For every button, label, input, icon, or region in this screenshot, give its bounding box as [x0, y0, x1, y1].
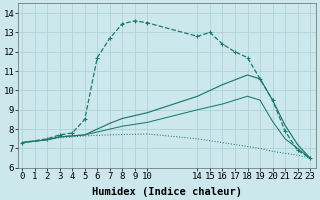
X-axis label: Humidex (Indice chaleur): Humidex (Indice chaleur) — [92, 186, 242, 197]
